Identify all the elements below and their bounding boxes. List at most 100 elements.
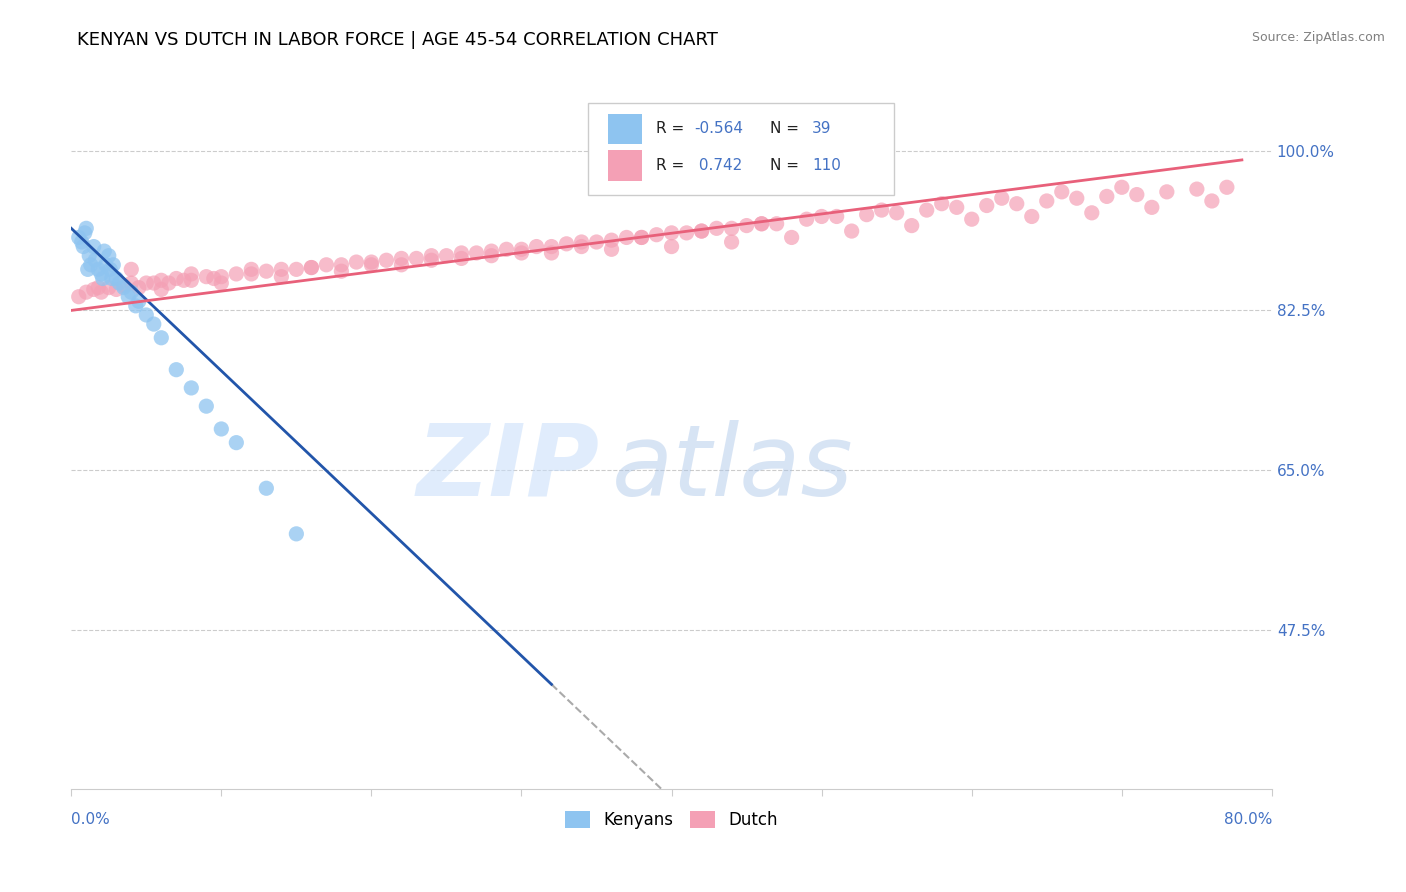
- Point: [360, 258, 382, 272]
- Point: [125, 299, 148, 313]
- Point: [1095, 189, 1118, 203]
- Point: [855, 208, 877, 222]
- Point: [510, 246, 533, 260]
- Point: [270, 262, 292, 277]
- Point: [105, 282, 128, 296]
- Point: [93, 244, 115, 259]
- Point: [690, 224, 713, 238]
- Point: [810, 210, 832, 224]
- Point: [157, 276, 180, 290]
- Point: [481, 249, 503, 263]
- Point: [103, 258, 125, 272]
- Point: [135, 276, 157, 290]
- Point: [720, 235, 742, 249]
- Point: [225, 267, 247, 281]
- Point: [735, 219, 758, 233]
- Point: [526, 239, 548, 253]
- Point: [706, 221, 728, 235]
- Point: [128, 294, 150, 309]
- Point: [150, 282, 173, 296]
- Point: [299, 260, 322, 275]
- Text: R =: R =: [657, 121, 689, 136]
- Point: [780, 230, 803, 244]
- Point: [285, 526, 308, 541]
- Text: KENYAN VS DUTCH IN LABOR FORCE | AGE 45-54 CORRELATION CHART: KENYAN VS DUTCH IN LABOR FORCE | AGE 45-…: [77, 31, 718, 49]
- Point: [450, 246, 472, 260]
- Point: [661, 226, 683, 240]
- FancyBboxPatch shape: [607, 150, 641, 181]
- Point: [960, 212, 983, 227]
- Point: [315, 258, 337, 272]
- Point: [202, 271, 225, 285]
- Point: [97, 280, 120, 294]
- Point: [1216, 180, 1239, 194]
- Point: [420, 249, 443, 263]
- Point: [571, 235, 593, 249]
- Point: [90, 285, 112, 300]
- Point: [720, 221, 742, 235]
- Point: [690, 224, 713, 238]
- Point: [299, 260, 322, 275]
- Point: [600, 233, 623, 247]
- Point: [135, 308, 157, 322]
- Point: [240, 262, 263, 277]
- Point: [450, 252, 472, 266]
- Point: [540, 246, 562, 260]
- Point: [330, 264, 353, 278]
- Point: [391, 258, 413, 272]
- Point: [915, 203, 938, 218]
- Point: [585, 235, 607, 249]
- Point: [70, 235, 93, 249]
- Text: 39: 39: [813, 121, 831, 136]
- Point: [1111, 180, 1133, 194]
- Text: 0.742: 0.742: [695, 158, 742, 173]
- Text: -0.564: -0.564: [695, 121, 744, 136]
- FancyBboxPatch shape: [607, 113, 641, 145]
- Point: [344, 255, 367, 269]
- Point: [900, 219, 922, 233]
- Text: 0.0%: 0.0%: [72, 812, 110, 827]
- Point: [83, 239, 105, 253]
- Point: [360, 255, 382, 269]
- Point: [120, 285, 142, 300]
- Point: [195, 399, 218, 413]
- Text: ZIP: ZIP: [416, 420, 599, 516]
- Point: [117, 290, 139, 304]
- Text: N =: N =: [770, 158, 804, 173]
- Point: [420, 253, 443, 268]
- Point: [80, 258, 103, 272]
- Point: [540, 239, 562, 253]
- Point: [481, 244, 503, 259]
- Point: [375, 253, 398, 268]
- Point: [1050, 185, 1073, 199]
- Point: [841, 224, 863, 238]
- Point: [886, 206, 908, 220]
- Point: [73, 226, 96, 240]
- Point: [97, 249, 120, 263]
- Point: [1201, 194, 1223, 208]
- FancyBboxPatch shape: [588, 103, 894, 194]
- Point: [75, 285, 97, 300]
- Point: [128, 280, 150, 294]
- Point: [1126, 187, 1149, 202]
- Point: [1036, 194, 1059, 208]
- Point: [661, 239, 683, 253]
- Point: [571, 239, 593, 253]
- Point: [180, 381, 202, 395]
- Point: [751, 217, 773, 231]
- Point: [945, 200, 967, 214]
- Point: [90, 267, 112, 281]
- Point: [180, 267, 202, 281]
- Point: [240, 267, 263, 281]
- Point: [630, 230, 652, 244]
- Point: [1140, 200, 1163, 214]
- Point: [436, 249, 458, 263]
- Point: [83, 282, 105, 296]
- Point: [270, 269, 292, 284]
- Point: [72, 239, 94, 253]
- Point: [495, 242, 517, 256]
- Point: [630, 230, 652, 244]
- Point: [510, 242, 533, 256]
- Point: [75, 221, 97, 235]
- Point: [254, 264, 277, 278]
